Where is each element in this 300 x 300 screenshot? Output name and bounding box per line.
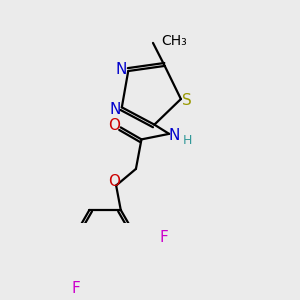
Text: N: N [169, 128, 180, 143]
Text: O: O [108, 174, 120, 189]
Text: N: N [110, 102, 121, 117]
Text: O: O [108, 118, 120, 133]
Text: H: H [183, 134, 192, 147]
Text: S: S [182, 93, 191, 108]
Text: N: N [116, 62, 127, 77]
Text: F: F [160, 230, 169, 244]
Text: CH₃: CH₃ [161, 34, 187, 48]
Text: F: F [71, 281, 80, 296]
